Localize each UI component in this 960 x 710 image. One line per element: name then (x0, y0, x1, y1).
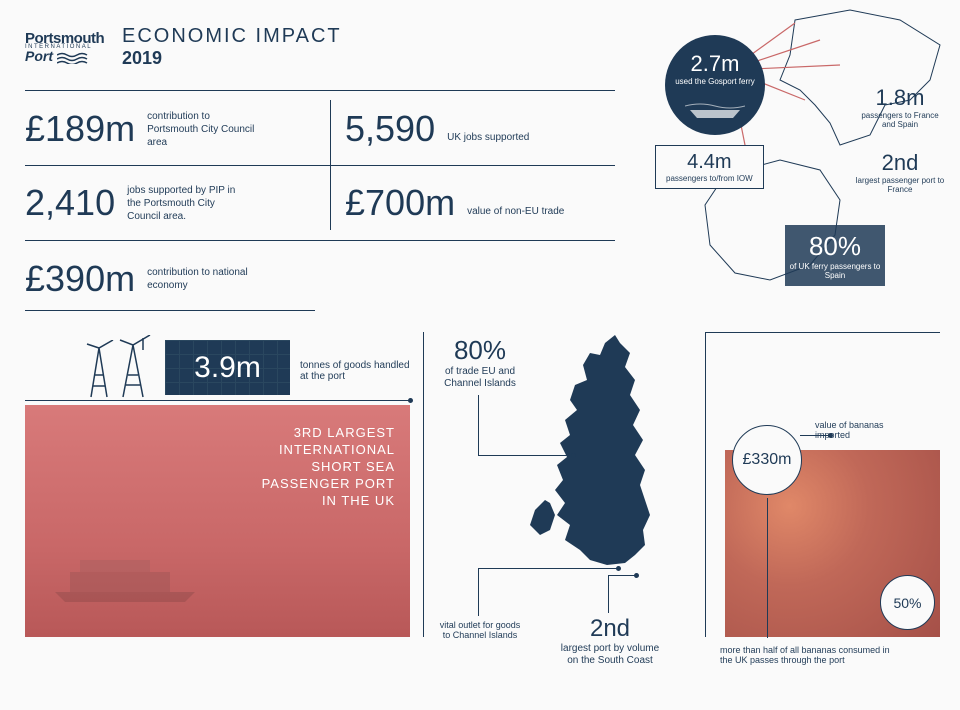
rule-vertical (330, 100, 331, 230)
divider (705, 332, 706, 637)
leader-dot (571, 453, 576, 458)
leader-line (608, 575, 636, 576)
spain-pct: 80% of UK ferry passengers to Spain (785, 225, 885, 286)
stat-label: contribution to Portsmouth City Council … (147, 110, 257, 149)
header: Portsmouth INTERNATIONAL Port ECONOMIC I… (25, 25, 342, 69)
stat-value: 80% (440, 335, 520, 366)
leader-line (478, 568, 618, 569)
sea-panel: 3RD LARGEST INTERNATIONAL SHORT SEA PASS… (25, 405, 410, 637)
banana-value-circle: £330m (732, 425, 802, 495)
stat-label: value of non-EU trade (467, 205, 564, 224)
stat-value: 80% (789, 231, 881, 262)
stat-label: contribution to national economy (147, 266, 257, 292)
stat-value: 50% (893, 595, 921, 611)
sea-headline: 3RD LARGEST INTERNATIONAL SHORT SEA PASS… (262, 425, 395, 509)
stat-label: passengers to France and Spain (855, 111, 945, 129)
uk-trade-pct: 80% of trade EU and Channel Islands (440, 335, 520, 390)
ship-icon (50, 552, 200, 607)
page-year: 2019 (122, 48, 342, 69)
header-text: ECONOMIC IMPACT 2019 (122, 25, 342, 69)
stat-value: 2nd (855, 150, 945, 176)
tonnes-label: tonnes of goods handled at the port (300, 360, 410, 382)
leader-line (25, 400, 410, 401)
waves-icon (57, 52, 92, 64)
tonnes-value: 3.9m (194, 351, 261, 385)
iow-callout: 4.4m passengers to/from IOW (655, 145, 764, 189)
stat-value: £189m (25, 108, 135, 150)
rule (25, 310, 315, 311)
stat-value: 2,410 (25, 182, 115, 224)
stat-value: 4.4m (666, 151, 753, 174)
divider (423, 332, 424, 637)
stat-jobs-pip: 2,410 jobs supported by PIP in the Ports… (25, 182, 237, 224)
stat-value: 1.8m (855, 85, 945, 111)
leader-line (478, 395, 479, 455)
leader-line (608, 575, 609, 613)
gosport-circle: 2.7m used the Gosport ferry (665, 35, 765, 135)
uk-map (495, 325, 695, 600)
stat-label: largest passenger port to France (855, 176, 945, 194)
stat-label: jobs supported by PIP in the Portsmouth … (127, 184, 237, 223)
rule (25, 90, 615, 91)
uk-rank: 2nd largest port by volume on the South … (560, 615, 660, 667)
stat-value: £390m (25, 258, 135, 300)
uk-ci-label: vital outlet for goods to Channel Island… (435, 620, 525, 640)
france-rank: 2nd largest passenger port to France (855, 150, 945, 194)
fr-sp-callout: 1.8m passengers to France and Spain (855, 85, 945, 129)
stat-value: £330m (743, 451, 792, 469)
crane-icon (85, 340, 125, 400)
page-title: ECONOMIC IMPACT (122, 25, 342, 48)
stat-value: 5,590 (345, 108, 435, 150)
rule (25, 240, 615, 241)
leader-dot (616, 566, 621, 571)
stat-label: of trade EU and Channel Islands (440, 366, 520, 390)
stat-value: £700m (345, 182, 455, 224)
stat-contribution-council: £189m contribution to Portsmouth City Co… (25, 108, 257, 150)
stat-label: UK jobs supported (447, 131, 529, 150)
banana-pct-label: more than half of all bananas consumed i… (720, 645, 890, 665)
leader-line (478, 568, 479, 616)
leader-dot (408, 398, 413, 403)
logo: Portsmouth INTERNATIONAL Port (25, 30, 110, 64)
stat-value: 2.7m (691, 51, 740, 77)
leader-dot (828, 433, 833, 438)
stat-label: passengers to/from IOW (666, 174, 753, 183)
stat-national-economy: £390m contribution to national economy (25, 258, 257, 300)
leader-line (478, 455, 573, 456)
rule (705, 332, 940, 333)
stat-uk-jobs: 5,590 UK jobs supported (345, 108, 529, 150)
banana-pct-circle: 50% (880, 575, 935, 630)
stat-label: largest port by volume on the South Coas… (560, 643, 660, 667)
stat-non-eu-trade: £700m value of non-EU trade (345, 182, 564, 224)
stat-label: of UK ferry passengers to Spain (789, 262, 881, 280)
ferry-icon (685, 90, 745, 120)
leader-dot (634, 573, 639, 578)
rule (25, 165, 615, 166)
leader-line (767, 498, 768, 638)
stat-label: used the Gosport ferry (675, 77, 755, 86)
tonnes-box: 3.9m (165, 340, 290, 395)
logo-port: Port (25, 48, 53, 64)
leader-line (800, 435, 830, 436)
